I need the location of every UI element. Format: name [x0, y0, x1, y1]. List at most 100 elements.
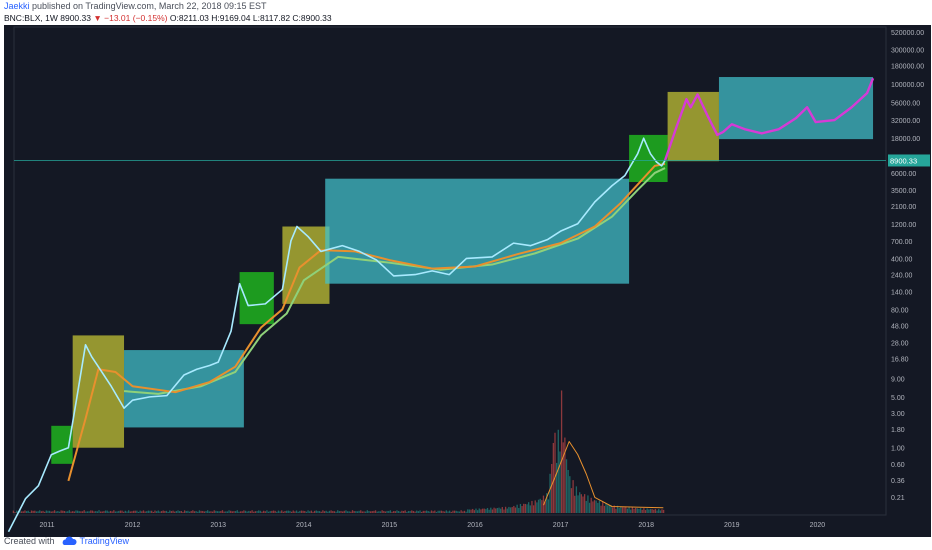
volume-bar — [251, 510, 253, 513]
volume-bar — [315, 510, 317, 513]
volume-bar — [85, 511, 87, 513]
y-tick-label: 1.00 — [891, 446, 905, 453]
volume-bar — [50, 511, 52, 513]
volume-bar — [623, 507, 625, 513]
y-tick-label: 6000.00 — [891, 171, 916, 178]
volume-bar — [610, 505, 612, 513]
volume-bar — [439, 510, 441, 513]
volume-bar — [345, 510, 347, 513]
volume-bar — [113, 510, 115, 513]
volume-bar — [58, 511, 61, 513]
volume-bar — [524, 503, 527, 513]
volume-bar — [402, 511, 405, 513]
volume-bar — [399, 511, 401, 513]
price-chart[interactable]: 520000.00 300000.00 180000.00 100000.00 5600… — [4, 25, 931, 537]
y-tick-label: 2100.00 — [891, 204, 916, 211]
y-tick-label: 1.80 — [891, 427, 905, 434]
chart-area[interactable]: 520000.00 300000.00 180000.00 100000.00 5600… — [4, 25, 931, 537]
volume-bar — [221, 510, 224, 513]
y-tick-label: 100000.00 — [891, 82, 924, 89]
volume-bar — [631, 507, 634, 513]
volume-bar — [119, 510, 122, 513]
volume-bar — [22, 511, 24, 513]
volume-bar — [192, 510, 194, 513]
x-tick-label: 2012 — [125, 522, 141, 529]
annotation-box-yellow — [72, 335, 125, 448]
volume-bar — [602, 501, 604, 513]
volume-bar — [249, 511, 252, 513]
volume-bar — [532, 505, 535, 513]
volume-bar — [547, 499, 550, 513]
volume-bar — [416, 510, 418, 513]
volume-bar — [109, 510, 112, 513]
x-tick-label: 2015 — [382, 522, 398, 529]
volume-bar — [448, 510, 451, 513]
volume-bar — [67, 511, 69, 513]
volume-bar — [360, 510, 362, 513]
volume-bar — [185, 510, 187, 513]
volume-bar — [430, 510, 433, 513]
tradingview-logo[interactable]: TradingView — [61, 536, 130, 546]
volume-bar — [330, 510, 332, 513]
volume-bar — [169, 510, 171, 513]
brand-name: TradingView — [79, 536, 130, 546]
volume-bar — [564, 437, 566, 513]
volume-bar — [146, 511, 148, 513]
volume-bar — [662, 509, 665, 513]
volume-bar — [96, 511, 99, 513]
volume-bar — [274, 510, 276, 513]
volume-bar — [432, 511, 434, 513]
volume-bar — [473, 510, 475, 513]
volume-bar — [353, 511, 355, 513]
volume-bar — [611, 507, 614, 513]
volume-bar — [37, 511, 39, 513]
volume-bar — [226, 511, 229, 513]
volume-bar — [172, 510, 174, 513]
volume-bar — [549, 473, 551, 513]
y-tick-label: 400.00 — [891, 256, 913, 263]
symbol-info: BNC:BLX, 1W 8900.33 ▼ −13.01 (−0.15%) O:… — [4, 13, 332, 23]
volume-bar — [388, 510, 390, 513]
volume-bar — [261, 511, 263, 513]
volume-bar — [588, 502, 591, 513]
volume-bar — [417, 511, 420, 513]
volume-bar — [557, 429, 559, 513]
x-tick-label: 2019 — [724, 522, 740, 529]
volume-bar — [501, 507, 503, 513]
volume-bar — [126, 511, 128, 513]
volume-bar — [134, 510, 136, 513]
volume-bar — [472, 508, 474, 513]
y-tick-label: 0.21 — [891, 495, 905, 502]
volume-bar — [338, 511, 340, 513]
volume-bar — [485, 509, 487, 513]
volume-bar — [142, 510, 145, 513]
author-link[interactable]: Jaekki — [4, 1, 30, 11]
volume-bar — [534, 500, 536, 513]
x-tick-label: 2018 — [638, 522, 654, 529]
volume-bar — [458, 511, 461, 513]
volume-bar — [444, 511, 446, 513]
y-tick-label: 1200.00 — [891, 222, 916, 229]
volume-bar — [243, 510, 245, 513]
volume-bar — [468, 509, 471, 513]
volume-bar — [560, 390, 563, 513]
volume-bar — [78, 511, 80, 513]
y-tick-label: 18000.00 — [891, 136, 920, 143]
volume-bar — [88, 511, 90, 513]
volume-bar — [620, 506, 622, 513]
volume-bar — [73, 511, 75, 513]
volume-bar — [256, 511, 258, 513]
volume-bar — [63, 510, 66, 513]
volume-bar — [445, 510, 447, 513]
x-tick-label: 2020 — [810, 522, 826, 529]
volume-bar — [312, 511, 314, 513]
ma-orange-line — [67, 162, 666, 482]
volume-bar — [575, 486, 578, 513]
volume-bar — [376, 511, 378, 513]
volume-bar — [137, 511, 140, 513]
volume-bar — [328, 510, 331, 513]
volume-bar — [132, 510, 135, 513]
volume-bar — [231, 511, 233, 513]
volume-bar — [407, 510, 410, 513]
volume-bar — [213, 510, 215, 513]
